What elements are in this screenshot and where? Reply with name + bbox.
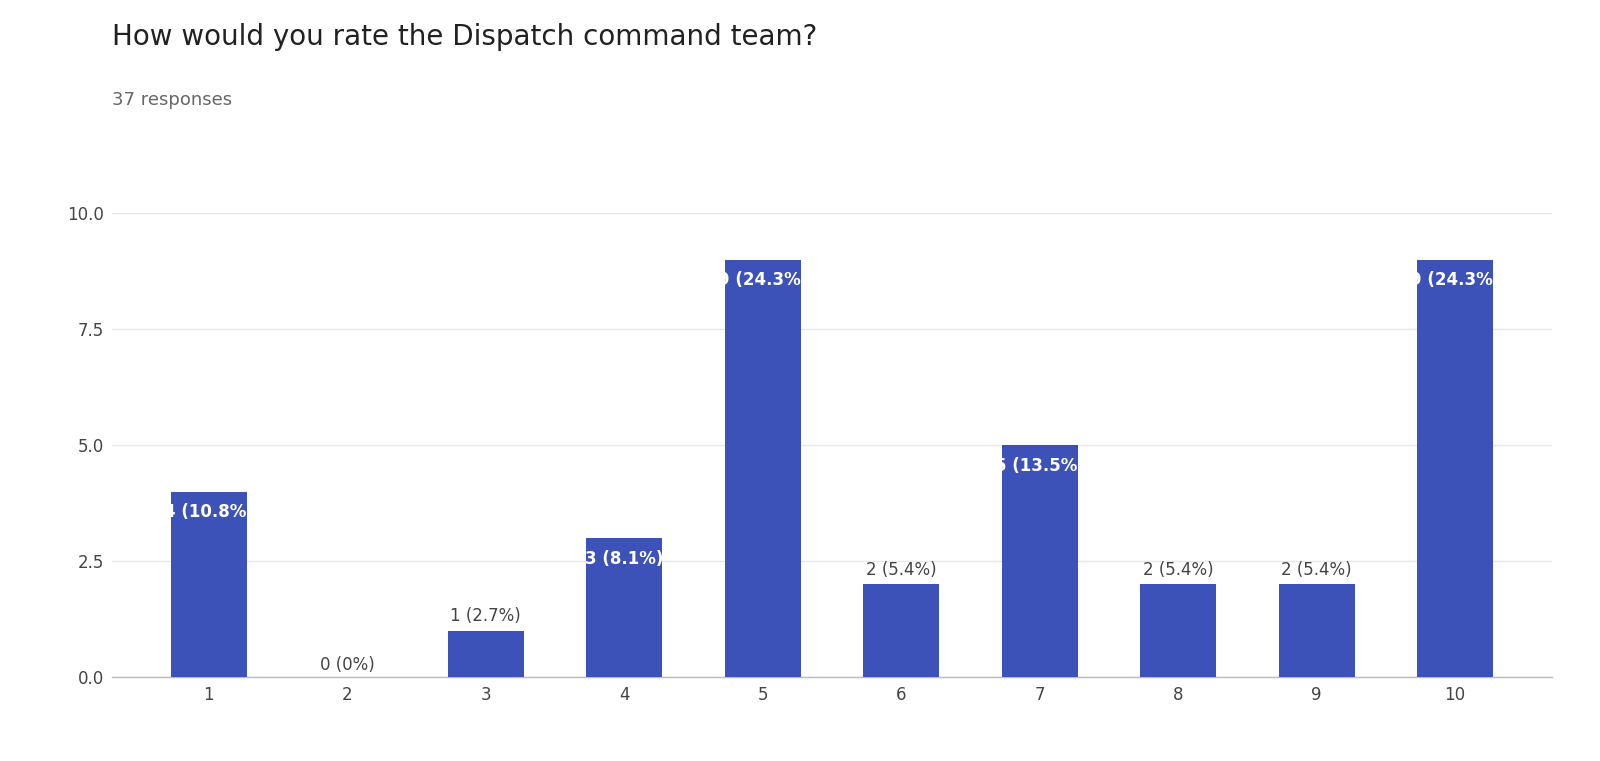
Bar bbox=[171, 492, 246, 677]
Bar bbox=[448, 631, 523, 677]
Text: 0 (0%): 0 (0%) bbox=[320, 655, 374, 673]
Text: 37 responses: 37 responses bbox=[112, 91, 232, 110]
Text: 4 (10.8%): 4 (10.8%) bbox=[163, 503, 254, 521]
Text: 2 (5.4%): 2 (5.4%) bbox=[866, 561, 936, 579]
Bar bbox=[1002, 445, 1078, 677]
Text: 5 (13.5%): 5 (13.5%) bbox=[995, 457, 1085, 475]
Bar bbox=[1418, 260, 1493, 677]
Bar bbox=[725, 260, 802, 677]
Bar bbox=[862, 584, 939, 677]
Text: How would you rate the Dispatch command team?: How would you rate the Dispatch command … bbox=[112, 23, 818, 51]
Text: 3 (8.1%): 3 (8.1%) bbox=[586, 549, 664, 568]
Text: 2 (5.4%): 2 (5.4%) bbox=[1142, 561, 1213, 579]
Bar bbox=[1278, 584, 1355, 677]
Text: 2 (5.4%): 2 (5.4%) bbox=[1282, 561, 1352, 579]
Text: 9 (24.3%): 9 (24.3%) bbox=[1410, 271, 1501, 289]
Bar bbox=[586, 538, 662, 677]
Bar bbox=[1141, 584, 1216, 677]
Text: 9 (24.3%): 9 (24.3%) bbox=[718, 271, 808, 289]
Text: 1 (2.7%): 1 (2.7%) bbox=[451, 607, 522, 626]
